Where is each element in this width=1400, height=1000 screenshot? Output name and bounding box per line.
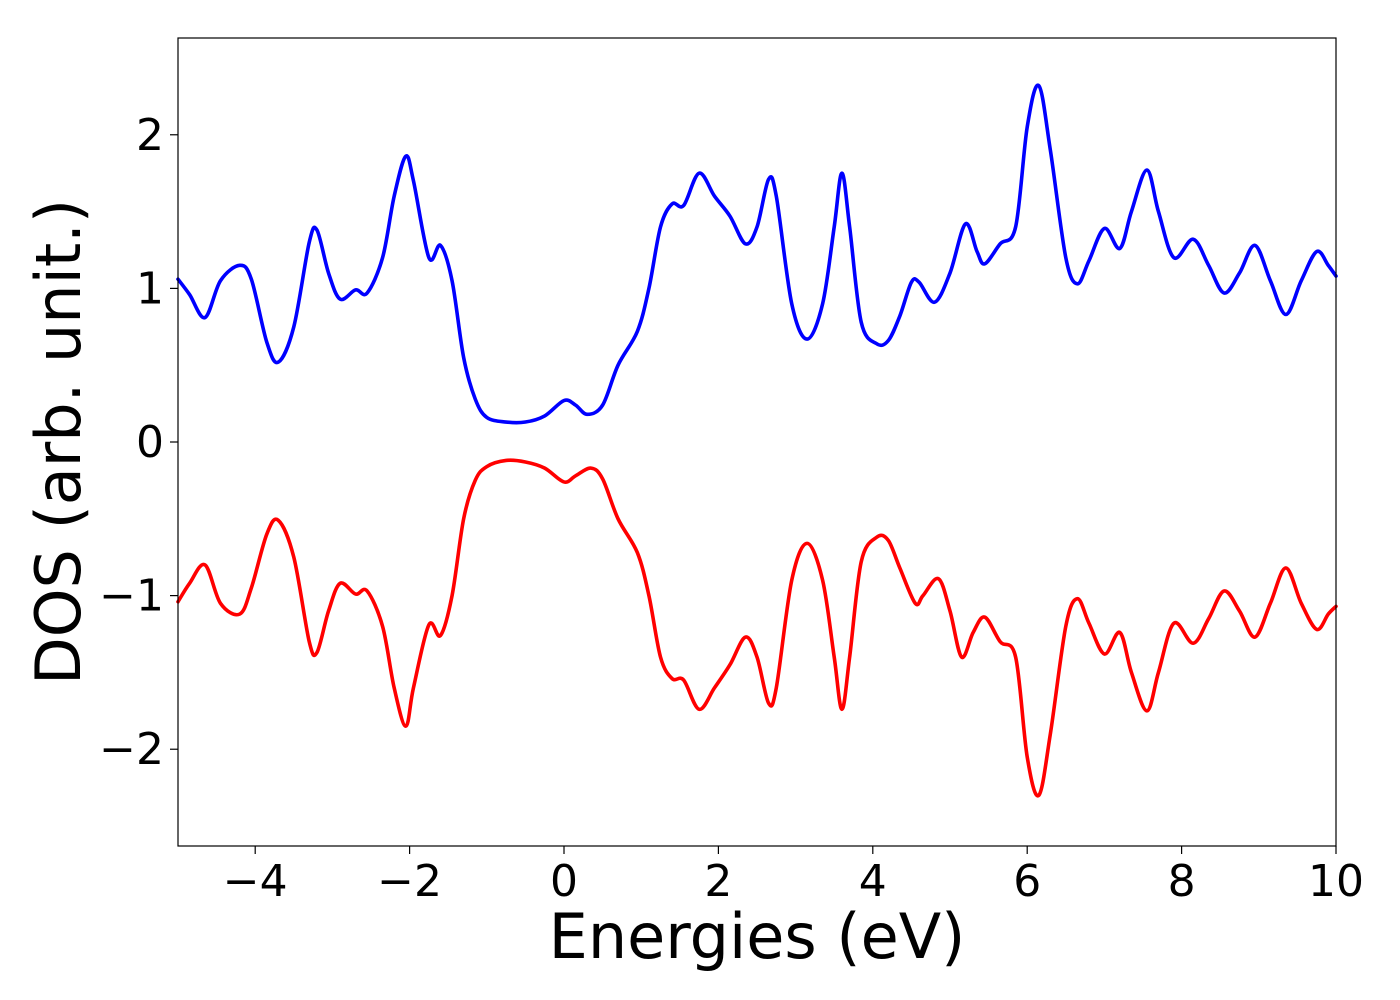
x-tick-label: 4 — [859, 856, 887, 907]
x-tick-label: −4 — [223, 856, 288, 907]
y-tick-label: 0 — [136, 417, 164, 468]
y-tick-label: 1 — [136, 263, 164, 314]
x-tick-label: 6 — [1013, 856, 1041, 907]
series-layer — [176, 83, 1338, 798]
y-tick-label: −1 — [99, 571, 164, 622]
x-axis-label: Energies (eV) — [549, 900, 966, 973]
x-tick-label: 8 — [1168, 856, 1196, 907]
x-axis: −4 −2 0 2 4 6 8 10 — [223, 846, 1364, 907]
x-tick-label: 2 — [704, 856, 732, 907]
y-axis-label: DOS (arb. unit.) — [22, 199, 95, 685]
x-tick-label: −2 — [377, 856, 442, 907]
y-tick-label: −2 — [99, 724, 164, 775]
spin-up-dos-line — [176, 83, 1338, 425]
y-axis: −2 −1 0 1 2 — [99, 110, 178, 775]
spin-down-dos-line — [176, 458, 1338, 798]
x-tick-label: 10 — [1308, 856, 1364, 907]
x-tick-label: 0 — [550, 856, 578, 907]
y-tick-label: 2 — [136, 110, 164, 161]
